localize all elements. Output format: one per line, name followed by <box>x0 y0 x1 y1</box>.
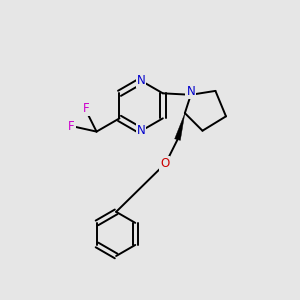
Text: N: N <box>137 74 146 87</box>
Text: O: O <box>160 157 170 170</box>
Text: F: F <box>68 120 75 133</box>
Polygon shape <box>175 113 185 140</box>
Text: N: N <box>186 85 195 98</box>
Text: F: F <box>83 102 90 115</box>
Text: N: N <box>137 124 146 137</box>
